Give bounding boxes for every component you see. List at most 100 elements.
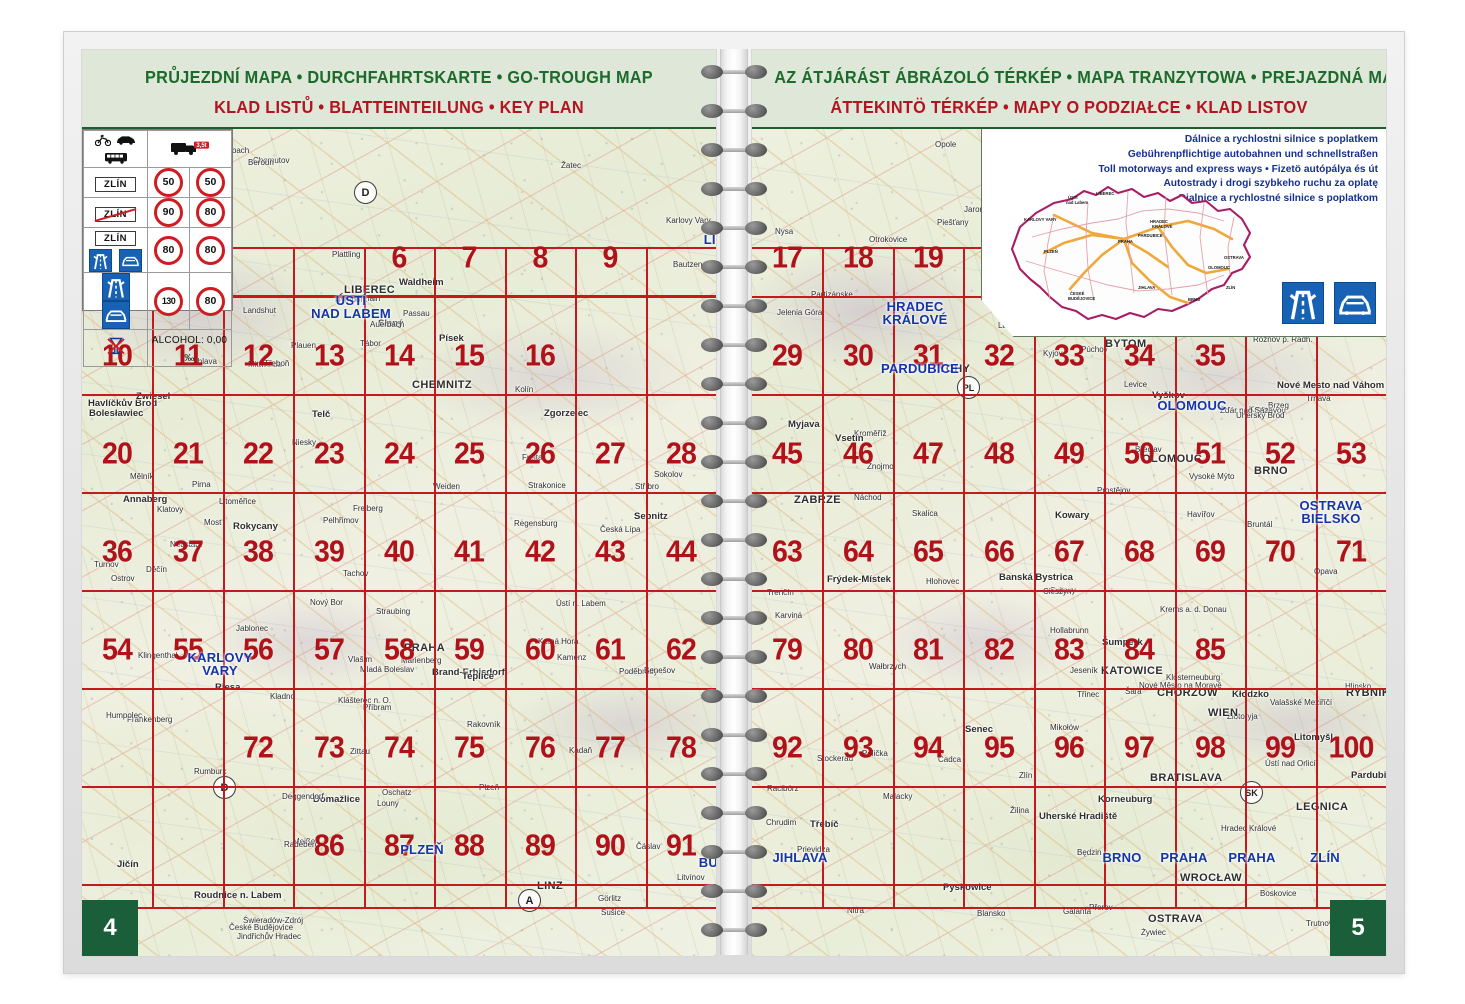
right-map-canvas[interactable]: WROCŁAWLEGNICAŚwidnicaJelenia GóraWałbrz… xyxy=(752,129,1386,956)
grid-cell-number[interactable]: 54 xyxy=(102,631,133,667)
grid-cell-number[interactable]: 77 xyxy=(595,729,626,765)
grid-cell-number[interactable]: 95 xyxy=(984,729,1015,765)
grid-cell-number[interactable]: 82 xyxy=(984,631,1015,667)
grid-cell-number[interactable]: 48 xyxy=(984,435,1015,471)
grid-cell-number[interactable]: 37 xyxy=(173,533,204,569)
grid-cell-number[interactable]: 39 xyxy=(314,533,345,569)
grid-cell-number[interactable]: 69 xyxy=(1195,533,1226,569)
expressway-car-icon-small-1 xyxy=(118,249,142,272)
grid-cell-number[interactable]: 80 xyxy=(843,631,874,667)
grid-cell-number[interactable]: 41 xyxy=(454,533,485,569)
grid-cell-number[interactable]: 40 xyxy=(384,533,415,569)
grid-cell-number[interactable]: 59 xyxy=(454,631,485,667)
grid-cell-number[interactable]: 35 xyxy=(1195,337,1226,373)
grid-cell-number[interactable]: 56 xyxy=(243,631,274,667)
grid-cell-number[interactable]: 42 xyxy=(525,533,556,569)
grid-cell-number[interactable]: 43 xyxy=(595,533,626,569)
grid-cell-number[interactable]: 44 xyxy=(666,533,697,569)
grid-cell-number[interactable]: 84 xyxy=(1124,631,1155,667)
grid-cell-number[interactable]: 86 xyxy=(314,827,345,863)
grid-cell-number[interactable]: 100 xyxy=(1328,729,1375,765)
grid-cell-number[interactable]: 61 xyxy=(595,631,626,667)
grid-cell-number[interactable]: 74 xyxy=(384,729,415,765)
grid-cell-number[interactable]: 50 xyxy=(1124,435,1155,471)
grid-cell-number[interactable]: 65 xyxy=(913,533,944,569)
grid-cell-number[interactable]: 81 xyxy=(913,631,944,667)
left-map-canvas[interactable]: Riesa Oschatz Großenhain Kamenz Niesky Bolesł… xyxy=(82,129,716,956)
grid-cell-number[interactable]: 51 xyxy=(1195,435,1226,471)
map-town-label: Domažlice xyxy=(313,794,360,805)
grid-cell-number[interactable]: 90 xyxy=(595,827,626,863)
grid-cell-number[interactable]: 71 xyxy=(1336,533,1367,569)
grid-cell-number[interactable]: 30 xyxy=(843,337,874,373)
grid-cell-number[interactable]: 6 xyxy=(391,239,408,275)
grid-cell-number[interactable]: 25 xyxy=(454,435,485,471)
grid-cell-number[interactable]: 29 xyxy=(772,337,803,373)
grid-cell-number[interactable]: 7 xyxy=(461,239,478,275)
grid-cell-number[interactable]: 97 xyxy=(1124,729,1155,765)
binding-ring xyxy=(698,806,770,820)
grid-cell-number[interactable]: 91 xyxy=(666,827,697,863)
grid-cell-number[interactable]: 93 xyxy=(843,729,874,765)
page-number-left: 4 xyxy=(82,900,138,956)
country-code-badge: PL xyxy=(957,376,980,399)
grid-cell-number[interactable]: 15 xyxy=(454,337,485,373)
grid-cell-number[interactable]: 94 xyxy=(913,729,944,765)
grid-cell-number[interactable]: 62 xyxy=(666,631,697,667)
grid-cell-number[interactable]: 31 xyxy=(913,337,944,373)
grid-cell-number[interactable]: 23 xyxy=(314,435,345,471)
grid-cell-number[interactable]: 13 xyxy=(314,337,345,373)
grid-cell-number[interactable]: 22 xyxy=(243,435,274,471)
grid-cell-number[interactable]: 72 xyxy=(243,729,274,765)
grid-cell-number[interactable]: 19 xyxy=(913,239,944,275)
grid-cell-number[interactable]: 46 xyxy=(843,435,874,471)
grid-cell-number[interactable]: 49 xyxy=(1054,435,1085,471)
grid-cell-number[interactable]: 16 xyxy=(525,337,556,373)
grid-cell-number[interactable]: 79 xyxy=(772,631,803,667)
grid-cell-number[interactable]: 32 xyxy=(984,337,1015,373)
grid-cell-number[interactable]: 26 xyxy=(525,435,556,471)
grid-cell-number[interactable]: 45 xyxy=(772,435,803,471)
grid-cell-number[interactable]: 92 xyxy=(772,729,803,765)
grid-cell-number[interactable]: 96 xyxy=(1054,729,1085,765)
grid-cell-number[interactable]: 70 xyxy=(1265,533,1296,569)
grid-cell-number[interactable]: 27 xyxy=(595,435,626,471)
grid-cell-number[interactable]: 33 xyxy=(1054,337,1085,373)
grid-cell-number[interactable]: 64 xyxy=(843,533,874,569)
grid-cell-number[interactable]: 73 xyxy=(314,729,345,765)
grid-cell-number[interactable]: 60 xyxy=(525,631,556,667)
grid-cell-number[interactable]: 76 xyxy=(525,729,556,765)
grid-cell-number[interactable]: 58 xyxy=(384,631,415,667)
grid-cell-number[interactable]: 57 xyxy=(314,631,345,667)
grid-cell-number[interactable]: 99 xyxy=(1265,729,1296,765)
grid-cell-number[interactable]: 47 xyxy=(913,435,944,471)
grid-cell-number[interactable]: 28 xyxy=(666,435,697,471)
grid-cell-number[interactable]: 21 xyxy=(173,435,204,471)
grid-cell-number[interactable]: 52 xyxy=(1265,435,1296,471)
grid-cell-number[interactable]: 87 xyxy=(384,827,415,863)
grid-cell-number[interactable]: 9 xyxy=(602,239,619,275)
grid-cell-number[interactable]: 98 xyxy=(1195,729,1226,765)
grid-cell-number[interactable]: 78 xyxy=(666,729,697,765)
grid-cell-number[interactable]: 85 xyxy=(1195,631,1226,667)
grid-cell-number[interactable]: 38 xyxy=(243,533,274,569)
grid-cell-number[interactable]: 63 xyxy=(772,533,803,569)
grid-cell-number[interactable]: 14 xyxy=(384,337,415,373)
grid-cell-number[interactable]: 8 xyxy=(532,239,549,275)
grid-cell-number[interactable]: 24 xyxy=(384,435,415,471)
grid-cell-number[interactable]: 83 xyxy=(1054,631,1085,667)
grid-cell-number[interactable]: 67 xyxy=(1054,533,1085,569)
grid-cell-number[interactable]: 75 xyxy=(454,729,485,765)
grid-cell-number[interactable]: 18 xyxy=(843,239,874,275)
grid-cell-number[interactable]: 12 xyxy=(243,337,274,373)
grid-cell-number[interactable]: 53 xyxy=(1336,435,1367,471)
grid-cell-number[interactable]: 68 xyxy=(1124,533,1155,569)
grid-cell-number[interactable]: 55 xyxy=(173,631,204,667)
grid-cell-number[interactable]: 17 xyxy=(772,239,803,275)
grid-cell-number[interactable]: 88 xyxy=(454,827,485,863)
grid-cell-number[interactable]: 36 xyxy=(102,533,133,569)
grid-cell-number[interactable]: 34 xyxy=(1124,337,1155,373)
grid-cell-number[interactable]: 20 xyxy=(102,435,133,471)
grid-cell-number[interactable]: 66 xyxy=(984,533,1015,569)
grid-cell-number[interactable]: 89 xyxy=(525,827,556,863)
